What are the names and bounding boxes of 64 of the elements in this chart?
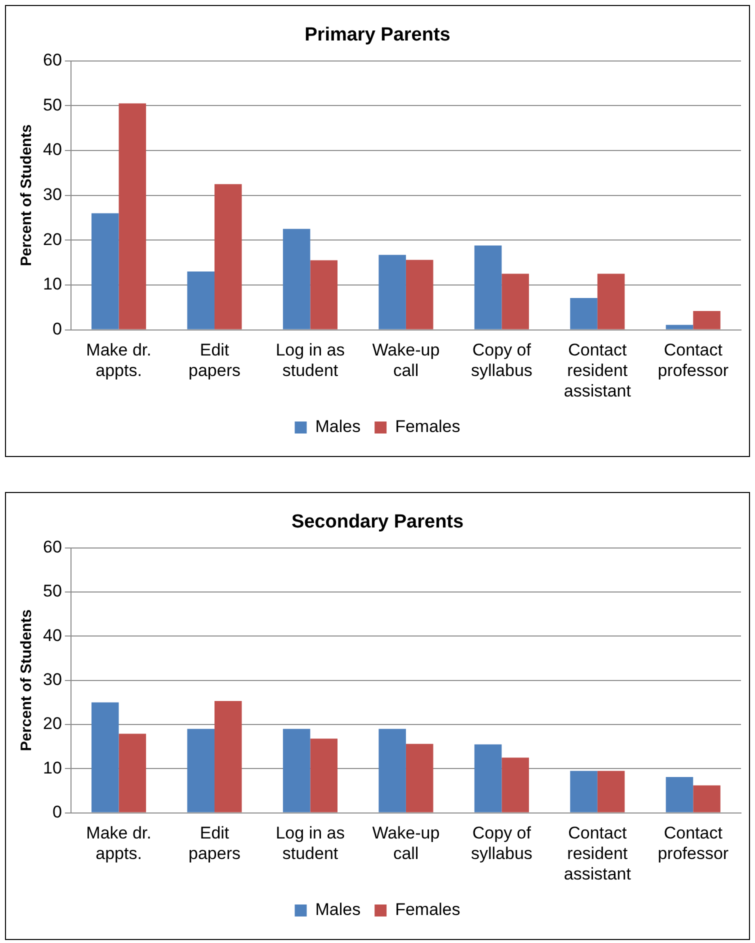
- x-tick-label: Contact professor: [658, 824, 729, 864]
- bar: [91, 702, 119, 812]
- bar: [502, 274, 529, 330]
- x-tick-label: Make dr. appts.: [86, 824, 152, 864]
- bar: [502, 758, 529, 812]
- bar: [666, 324, 694, 330]
- y-tick-label: 0: [52, 802, 62, 822]
- legend-label: Females: [395, 900, 460, 920]
- y-tick-label: 0: [52, 319, 62, 338]
- x-tick-label: Contact resident assistant: [564, 340, 632, 400]
- y-tick-label: 40: [42, 140, 62, 160]
- x-tick-label: Copy of syllabus: [470, 824, 532, 864]
- y-tick-label: 30: [42, 184, 62, 204]
- x-tick-label: Make dr. appts.: [86, 340, 152, 380]
- y-tick-label: 40: [42, 626, 62, 645]
- bar: [570, 298, 598, 330]
- bar: [406, 260, 434, 330]
- x-tick-label: Contact resident assistant: [564, 824, 632, 884]
- y-tick-label: 30: [42, 670, 62, 689]
- bar: [91, 213, 119, 330]
- legend-label: Males: [315, 900, 361, 920]
- bar: [570, 770, 598, 812]
- bar: [118, 734, 146, 812]
- y-tick-label: 10: [42, 274, 62, 294]
- bar: [597, 274, 625, 330]
- legend-label: Females: [395, 417, 460, 436]
- y-tick-label: 50: [42, 95, 62, 114]
- bar: [310, 260, 338, 330]
- x-tick-label: Edit papers: [188, 340, 240, 380]
- x-tick-label: Wake-up call: [372, 824, 440, 864]
- bar: [474, 246, 502, 330]
- y-tick-label: 20: [42, 230, 62, 249]
- bar: [474, 744, 502, 812]
- bar: [666, 777, 694, 812]
- x-tick-label: Log in as student: [276, 340, 345, 380]
- y-axis-title: Percent of Students: [18, 124, 36, 266]
- bar: [187, 272, 214, 330]
- x-tick-label: Edit papers: [188, 824, 240, 864]
- bar: [693, 310, 720, 330]
- bar: [214, 701, 242, 812]
- x-tick-label: Copy of syllabus: [470, 340, 532, 380]
- bar: [282, 228, 310, 330]
- bar: [378, 254, 406, 330]
- y-tick-label: 20: [42, 714, 62, 734]
- x-tick-label: Contact professor: [658, 340, 729, 380]
- bar: [597, 770, 625, 812]
- y-tick-label: 60: [42, 50, 62, 70]
- bar: [282, 728, 310, 812]
- bar: [118, 103, 146, 330]
- y-axis-title: Percent of Students: [18, 609, 36, 752]
- bar: [693, 785, 720, 812]
- bar: [310, 738, 338, 812]
- bar: [214, 184, 242, 330]
- x-tick-label: Log in as student: [276, 824, 345, 864]
- y-tick-label: 50: [42, 582, 62, 601]
- y-tick-label: 60: [42, 537, 62, 556]
- y-tick-label: 10: [42, 758, 62, 778]
- bar: [187, 728, 214, 812]
- chart-title: Secondary Parents: [291, 512, 464, 533]
- legend-label: Males: [315, 417, 361, 436]
- chart-title: Primary Parents: [304, 24, 450, 46]
- x-tick-label: Wake-up call: [372, 340, 440, 380]
- bar: [406, 744, 434, 812]
- bar: [378, 728, 406, 812]
